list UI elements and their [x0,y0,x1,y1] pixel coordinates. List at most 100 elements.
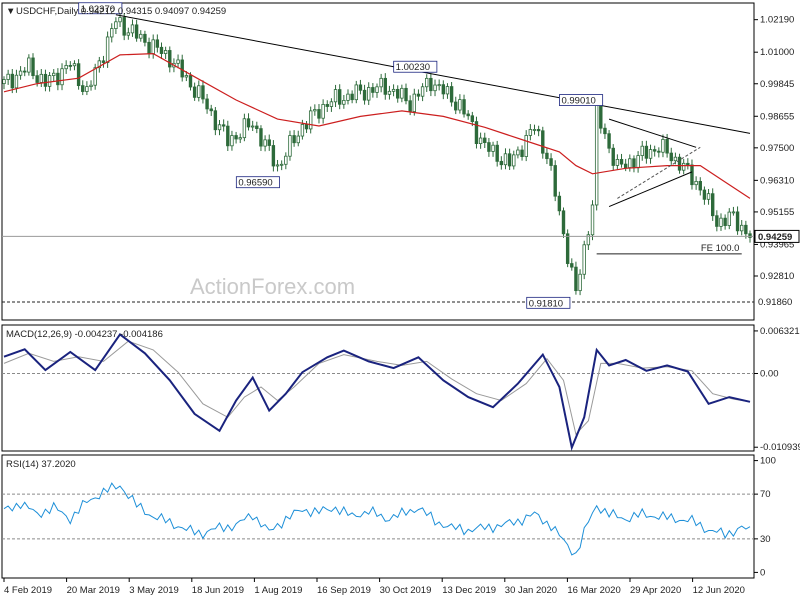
candle-body [528,129,533,136]
candle-body [396,88,400,99]
candle-body [437,84,441,87]
candle-body [454,101,458,111]
price-y-tick-label: 1.02190 [760,15,794,26]
rsi-panel-frame [1,454,755,579]
candle-body [611,147,615,166]
candle-body [545,152,549,160]
moving-average-line [3,52,751,199]
candle-body [246,118,251,128]
macd-title: MACD(12,26,9) -0.004237 -0.004186 [6,329,163,340]
candle-body [342,99,346,105]
candle-body [400,87,404,99]
candle-body [337,89,342,105]
annotation-box [235,176,280,189]
candle-body [483,137,487,143]
annotation-label: 1.00230 [396,62,430,73]
candle-body [217,124,222,131]
candle-body [425,77,429,88]
candle-body [536,129,541,132]
x-tick-label: 18 Jun 2019 [192,585,244,596]
candle-body [628,158,632,168]
candle-body [122,17,126,36]
price-y-tick-label: 0.96310 [760,175,794,186]
candle-body [744,224,748,235]
candle-body [226,125,230,147]
candle-body [648,149,653,159]
candle-body [429,77,433,92]
annotation-box [393,60,438,73]
candle-body [371,87,375,93]
candle-body [188,75,193,88]
price-chart: 1.02190 1.01000 0.99845 0.98655 0.97500 0.963… [2,2,800,309]
last-price-box [754,229,800,243]
candle-body [275,164,280,167]
last-price-label: 0.94259 [758,232,792,243]
candle-body [255,125,259,130]
candle-body [105,36,110,63]
candle-body [97,60,102,69]
candle-body [126,32,131,36]
candle-body [85,86,89,92]
candle-body [292,135,296,144]
candle-body [661,138,665,153]
candle-body [748,233,752,238]
candle-body [727,211,731,226]
candle-body [267,139,271,146]
candle-body [329,101,334,107]
candle-body [474,121,479,144]
candle-body [176,59,180,64]
candle-body [89,84,93,88]
watermark: ActionForex.com [190,274,355,299]
candle-body [607,133,611,149]
trendline [608,118,697,148]
candle-body [230,135,234,147]
macd-line [3,332,751,452]
candle-body [404,87,408,102]
candle-body [495,144,499,162]
candle-body [669,152,673,162]
candle-body [60,68,64,86]
candle-body [603,127,607,135]
candle-body [690,164,694,186]
trendline [115,14,751,134]
price-y-tick-label: 0.92810 [760,271,794,282]
candle-body [118,17,122,23]
candle-body [39,73,43,83]
candle-body [263,139,267,147]
candle-body [702,189,707,200]
candle-body [31,57,35,77]
candle-body [462,99,466,115]
candle-body [673,156,678,162]
annotation-label: 1.02370 [81,4,115,15]
candle-body [478,137,483,144]
candle-body [652,149,657,152]
candle-body [412,93,416,112]
candle-body [23,70,27,73]
candle-body [686,162,690,166]
price-y-tick-label: 0.99845 [760,79,794,90]
candle-body [6,73,10,80]
candle-body [134,24,139,39]
price-y-tick-label: 0.98655 [760,111,794,122]
candle-body [520,149,524,157]
candle-body [242,118,247,139]
candle-body [10,73,14,89]
candle-body [723,217,727,226]
candle-body [698,181,702,191]
price-y-tick-label: 0.95155 [760,207,794,218]
candle-body [387,90,392,95]
candle-body [623,163,628,168]
candle-body [487,142,491,152]
x-tick-label: 30 Oct 2019 [380,585,432,596]
x-tick-label: 12 Jun 2020 [693,585,745,596]
candle-body [632,158,636,169]
candle-body [681,162,686,171]
candle-body [308,110,313,130]
candle-body [27,57,31,73]
candle-body [408,100,412,112]
x-tick-label: 29 Apr 2020 [630,585,681,596]
candle-body [731,211,736,214]
rsi-y-tick-label: 100 [760,456,776,467]
candle-body [445,86,450,95]
